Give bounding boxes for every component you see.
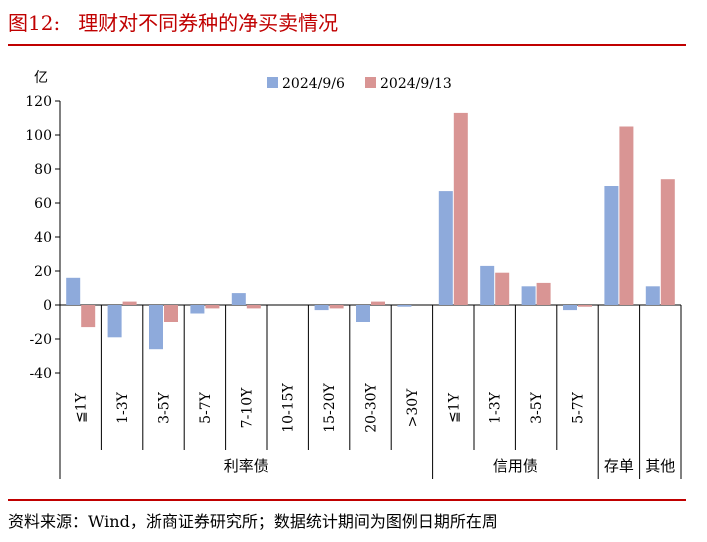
figure-title-text: 理财对不同券种的净买卖情况 [78, 11, 339, 35]
bar [604, 186, 619, 305]
source-note: 资料来源：Wind，浙商证券研究所；数据统计期间为图例日期所在周 [8, 512, 498, 531]
x-tick-label: 3-5Y [157, 391, 173, 424]
x-tick-label: ≦1Y [74, 392, 90, 423]
y-tick-label: 120 [25, 94, 52, 110]
x-tick-label: 1-3Y [115, 391, 131, 424]
bar [563, 305, 577, 311]
y-tick-label: 40 [34, 230, 52, 246]
bar [314, 305, 329, 311]
bar [495, 272, 510, 305]
bar [645, 286, 660, 305]
bar [619, 126, 634, 305]
bar [107, 305, 122, 338]
footer-rule [8, 499, 686, 501]
bar [81, 305, 96, 328]
group-label: 信用债 [493, 457, 538, 475]
x-tick-label: 20-30Y [364, 382, 380, 432]
y-tick-label: 80 [34, 162, 52, 178]
x-tick-label: >30Y [405, 388, 421, 428]
y-axis-label: 亿 [34, 70, 48, 86]
x-tick-label: 1-3Y [488, 391, 504, 424]
x-tick-label: 5-7Y [198, 391, 214, 424]
bar [536, 282, 551, 305]
bar [438, 191, 453, 305]
x-tick-label: 15-20Y [322, 382, 338, 432]
bar [149, 305, 163, 350]
bar [480, 265, 495, 305]
bar [578, 305, 592, 307]
legend-label: 2024/9/13 [380, 76, 452, 92]
y-tick-label: 0 [43, 298, 52, 314]
bar [356, 305, 370, 322]
group-label: 其他 [645, 457, 675, 475]
x-tick-label: 5-7Y [571, 391, 587, 424]
figure-title: 图12: 理财对不同券种的净买卖情况 [8, 6, 338, 40]
y-tick-label: 100 [25, 128, 52, 144]
group-label: 存单 [604, 457, 634, 475]
legend-label: 2024/9/6 [282, 76, 345, 92]
bar [246, 305, 261, 309]
bar [164, 305, 178, 322]
bar [453, 112, 468, 306]
title-rule [8, 44, 686, 46]
x-tick-label: 3-5Y [529, 391, 545, 424]
group-label: 利率债 [224, 457, 269, 475]
bar [329, 305, 344, 309]
y-tick-label: 60 [34, 196, 52, 212]
bar [521, 286, 536, 305]
legend-swatch [267, 77, 278, 88]
bar [190, 305, 205, 314]
y-tick-label: 20 [34, 264, 52, 280]
bar-chart: -40 -20 0 20 40 60 80 100 120 亿 ≦1Y 1-3Y 3-5Y 5-7Y 7-1… [25, 70, 682, 479]
bar [122, 301, 137, 305]
figure-label: 图12: [8, 11, 61, 35]
bar [660, 179, 675, 305]
x-tick-label: 10-15Y [281, 382, 297, 432]
y-tick-label: -40 [29, 366, 52, 382]
y-tick-label: -20 [29, 332, 52, 348]
bar [66, 277, 81, 305]
x-tick-label: 7-10Y [239, 387, 255, 428]
bar [371, 301, 385, 305]
x-tick-label: ≦1Y [446, 392, 462, 423]
bar [397, 305, 412, 307]
legend-swatch [365, 77, 376, 88]
bar [205, 305, 220, 309]
bar [231, 293, 246, 305]
